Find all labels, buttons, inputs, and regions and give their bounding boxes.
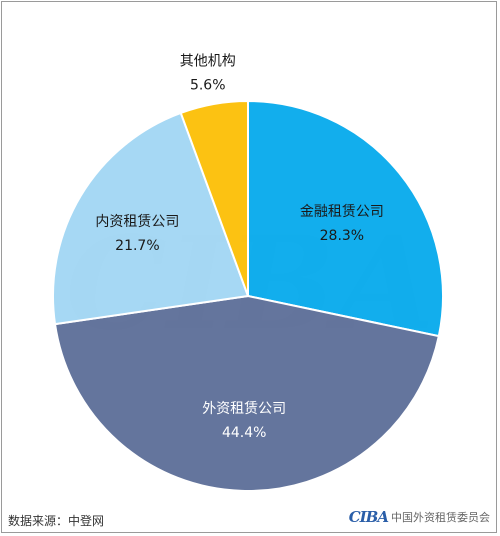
pie-slice-foreign-leasing (53, 294, 441, 492)
ciba-logo-text: 中国外资租赁委员会 (391, 511, 490, 524)
data-source-note: 数据来源：中登网 (8, 514, 105, 528)
pie-slice-other-institutions (179, 99, 249, 297)
slice-label-domestic-leasing: 内资租赁公司 (95, 214, 179, 230)
slice-label-financial-leasing: 金融租赁公司 (300, 204, 384, 220)
slice-label-other-institutions: 其他机构 (180, 53, 236, 69)
slice-value-domestic-leasing: 21.7% (115, 238, 159, 254)
slice-value-financial-leasing: 28.3% (320, 228, 364, 244)
ciba-footer-logo: CIBA 中国外资租赁委员会 (349, 508, 490, 526)
ciba-logo-mark: CIBA (348, 508, 389, 526)
slice-value-foreign-leasing: 44.4% (222, 425, 266, 441)
pie-slice-financial-leasing (247, 99, 444, 338)
slice-label-foreign-leasing: 外资租赁公司 (202, 401, 286, 417)
pie-labels: 金融租赁公司 28.3% 外资租赁公司 44.4% 内资租赁公司 21.7% 其他机构 5.6… (95, 53, 383, 440)
slice-value-other-institutions: 5.6% (190, 77, 226, 93)
pie-slices (52, 99, 444, 492)
